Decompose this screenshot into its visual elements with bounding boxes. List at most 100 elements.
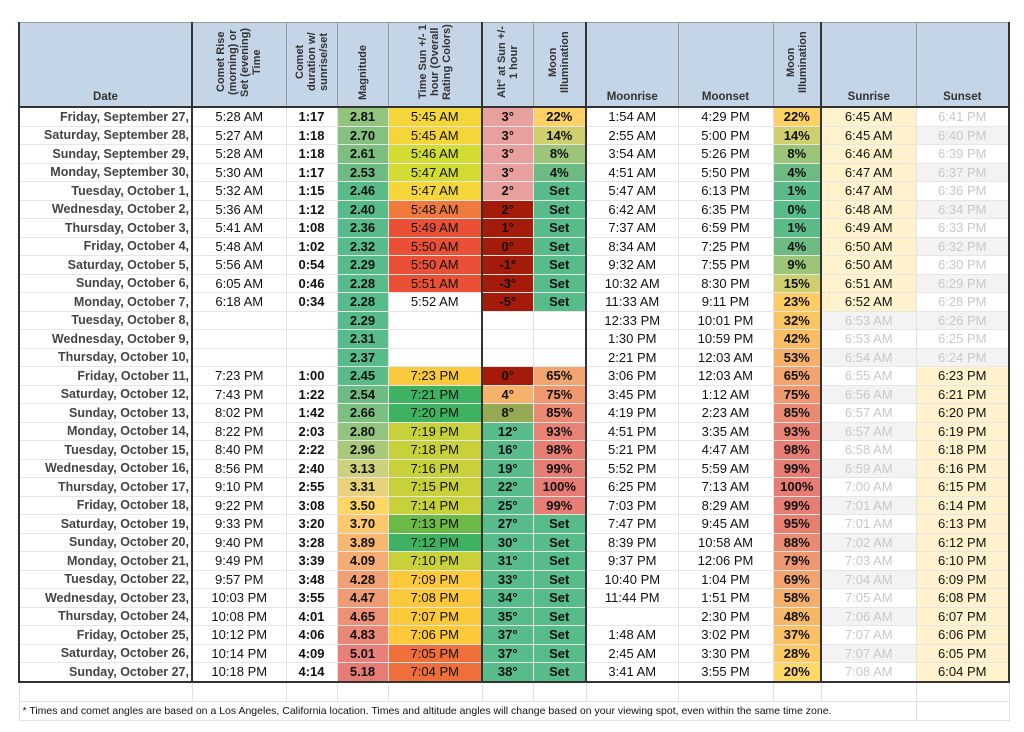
moonrise-cell[interactable]: 2:55 AM bbox=[586, 126, 679, 145]
altitude-cell[interactable]: 1° bbox=[482, 218, 534, 238]
sunset-cell[interactable]: 6:37 PM bbox=[916, 163, 1010, 182]
moonrise-cell[interactable]: 7:03 PM bbox=[586, 496, 679, 515]
header-time-sun[interactable]: Time Sun +/- 1 hour (Overall Rating Colo… bbox=[387, 22, 483, 108]
sunrise-cell[interactable]: 6:45 AM bbox=[821, 107, 917, 127]
moon-illumination-cell[interactable]: 99% bbox=[533, 459, 587, 478]
comet-duration-cell[interactable]: 4:01 bbox=[286, 607, 338, 626]
comet-rise-cell[interactable]: 9:40 PM bbox=[192, 533, 287, 552]
moon-illumination-cell[interactable]: Set bbox=[533, 255, 587, 275]
date-cell[interactable]: Thursday, October 3, bbox=[18, 218, 193, 238]
moon-illumination-2-cell[interactable]: 99% bbox=[773, 459, 822, 478]
altitude-cell[interactable]: 25° bbox=[482, 496, 534, 515]
moon-illumination-cell[interactable]: 4% bbox=[533, 163, 587, 182]
sunrise-cell[interactable]: 6:50 AM bbox=[821, 237, 917, 256]
moon-illumination-cell[interactable]: Set bbox=[533, 218, 587, 238]
comet-duration-cell[interactable]: 1:17 bbox=[286, 107, 338, 127]
moonset-cell[interactable]: 5:59 AM bbox=[678, 459, 774, 478]
comet-duration-cell[interactable]: 0:54 bbox=[286, 255, 338, 275]
comet-rise-cell[interactable]: 10:12 PM bbox=[192, 625, 287, 645]
date-cell[interactable]: Tuesday, October 1, bbox=[18, 181, 193, 201]
altitude-cell[interactable]: 2° bbox=[482, 200, 534, 219]
comet-duration-cell[interactable]: 0:34 bbox=[286, 292, 338, 312]
sunrise-cell[interactable]: 6:58 AM bbox=[821, 440, 917, 460]
date-cell[interactable]: Wednesday, October 16, bbox=[18, 459, 193, 478]
date-cell[interactable]: Tuesday, October 8, bbox=[18, 311, 193, 330]
moonrise-cell[interactable]: 3:45 PM bbox=[586, 385, 679, 404]
header-date[interactable]: Date bbox=[18, 22, 193, 108]
sunset-cell[interactable]: 6:39 PM bbox=[916, 144, 1010, 164]
altitude-cell[interactable]: 37° bbox=[482, 625, 534, 645]
moonset-cell[interactable]: 9:45 AM bbox=[678, 514, 774, 534]
sunrise-cell[interactable]: 7:03 AM bbox=[821, 551, 917, 571]
comet-rise-cell[interactable]: 7:43 PM bbox=[192, 385, 287, 404]
sunrise-cell[interactable]: 7:02 AM bbox=[821, 533, 917, 552]
header-sunrise[interactable]: Sunrise bbox=[820, 22, 917, 108]
moon-illumination-2-cell[interactable]: 8% bbox=[773, 144, 822, 164]
moon-illumination-2-cell[interactable]: 37% bbox=[773, 625, 822, 645]
magnitude-cell[interactable]: 3.50 bbox=[337, 496, 389, 515]
sunset-cell[interactable]: 6:34 PM bbox=[916, 200, 1010, 219]
altitude-cell[interactable] bbox=[482, 348, 534, 367]
empty-cell[interactable] bbox=[773, 681, 822, 702]
date-cell[interactable]: Saturday, October 5, bbox=[18, 255, 193, 275]
moon-illumination-cell[interactable]: 98% bbox=[533, 440, 587, 460]
time-sun-cell[interactable] bbox=[388, 329, 483, 349]
altitude-cell[interactable]: 19° bbox=[482, 459, 534, 478]
time-sun-cell[interactable]: 7:08 PM bbox=[388, 588, 483, 608]
magnitude-cell[interactable]: 5.18 bbox=[337, 662, 389, 683]
moonset-cell[interactable]: 4:47 AM bbox=[678, 440, 774, 460]
moon-illumination-cell[interactable] bbox=[533, 329, 587, 349]
empty-cell[interactable] bbox=[533, 681, 587, 702]
moon-illumination-cell[interactable]: Set bbox=[533, 237, 587, 256]
altitude-cell[interactable] bbox=[482, 329, 534, 349]
empty-cell[interactable] bbox=[18, 681, 193, 702]
magnitude-cell[interactable]: 2.96 bbox=[337, 440, 389, 460]
date-cell[interactable]: Wednesday, October 2, bbox=[18, 200, 193, 219]
moonrise-cell[interactable]: 3:06 PM bbox=[586, 366, 679, 386]
altitude-cell[interactable]: 16° bbox=[482, 440, 534, 460]
altitude-cell[interactable]: 33° bbox=[482, 570, 534, 589]
moonset-cell[interactable]: 3:02 PM bbox=[678, 625, 774, 645]
header-moon-illumination[interactable]: Moon Illumination bbox=[532, 22, 587, 108]
sunset-cell[interactable]: 6:30 PM bbox=[916, 255, 1010, 275]
altitude-cell[interactable]: 0° bbox=[482, 237, 534, 256]
sunrise-cell[interactable]: 7:01 AM bbox=[821, 514, 917, 534]
moonrise-cell[interactable]: 5:52 PM bbox=[586, 459, 679, 478]
moon-illumination-cell[interactable]: Set bbox=[533, 533, 587, 552]
moonset-cell[interactable]: 9:11 PM bbox=[678, 292, 774, 312]
altitude-cell[interactable]: 34° bbox=[482, 588, 534, 608]
comet-rise-cell[interactable]: 10:03 PM bbox=[192, 588, 287, 608]
sunset-cell[interactable]: 6:41 PM bbox=[916, 107, 1010, 127]
moonrise-cell[interactable]: 1:54 AM bbox=[586, 107, 679, 127]
sunset-cell[interactable]: 6:26 PM bbox=[916, 311, 1010, 330]
moonrise-cell[interactable]: 5:47 AM bbox=[586, 181, 679, 201]
date-cell[interactable]: Sunday, October 27, bbox=[18, 662, 193, 683]
date-cell[interactable]: Sunday, October 20, bbox=[18, 533, 193, 552]
comet-duration-cell[interactable]: 1:02 bbox=[286, 237, 338, 256]
moonrise-cell[interactable]: 4:51 AM bbox=[586, 163, 679, 182]
time-sun-cell[interactable]: 7:12 PM bbox=[388, 533, 483, 552]
moon-illumination-2-cell[interactable]: 0% bbox=[773, 200, 822, 219]
sunrise-cell[interactable]: 6:46 AM bbox=[821, 144, 917, 164]
moonset-cell[interactable]: 4:29 PM bbox=[678, 107, 774, 127]
moonrise-cell[interactable]: 4:51 PM bbox=[586, 422, 679, 441]
comet-duration-cell[interactable]: 1:08 bbox=[286, 218, 338, 238]
moonrise-cell[interactable]: 3:41 AM bbox=[586, 662, 679, 683]
sunset-cell[interactable]: 6:20 PM bbox=[916, 403, 1010, 423]
sunrise-cell[interactable]: 6:59 AM bbox=[821, 459, 917, 478]
moon-illumination-cell[interactable] bbox=[533, 348, 587, 367]
sunrise-cell[interactable]: 7:08 AM bbox=[821, 662, 917, 683]
moon-illumination-2-cell[interactable]: 69% bbox=[773, 570, 822, 589]
magnitude-cell[interactable]: 2.40 bbox=[337, 200, 389, 219]
moonrise-cell[interactable]: 9:37 PM bbox=[586, 551, 679, 571]
comet-rise-cell[interactable]: 9:10 PM bbox=[192, 477, 287, 497]
time-sun-cell[interactable]: 5:50 AM bbox=[388, 237, 483, 256]
altitude-cell[interactable]: 3° bbox=[482, 163, 534, 182]
magnitude-cell[interactable]: 4.09 bbox=[337, 551, 389, 571]
moon-illumination-cell[interactable]: Set bbox=[533, 200, 587, 219]
altitude-cell[interactable]: 2° bbox=[482, 181, 534, 201]
comet-rise-cell[interactable]: 5:27 AM bbox=[192, 126, 287, 145]
time-sun-cell[interactable]: 5:45 AM bbox=[388, 107, 483, 127]
moonrise-cell[interactable]: 6:42 AM bbox=[586, 200, 679, 219]
sunset-cell[interactable]: 6:16 PM bbox=[916, 459, 1010, 478]
